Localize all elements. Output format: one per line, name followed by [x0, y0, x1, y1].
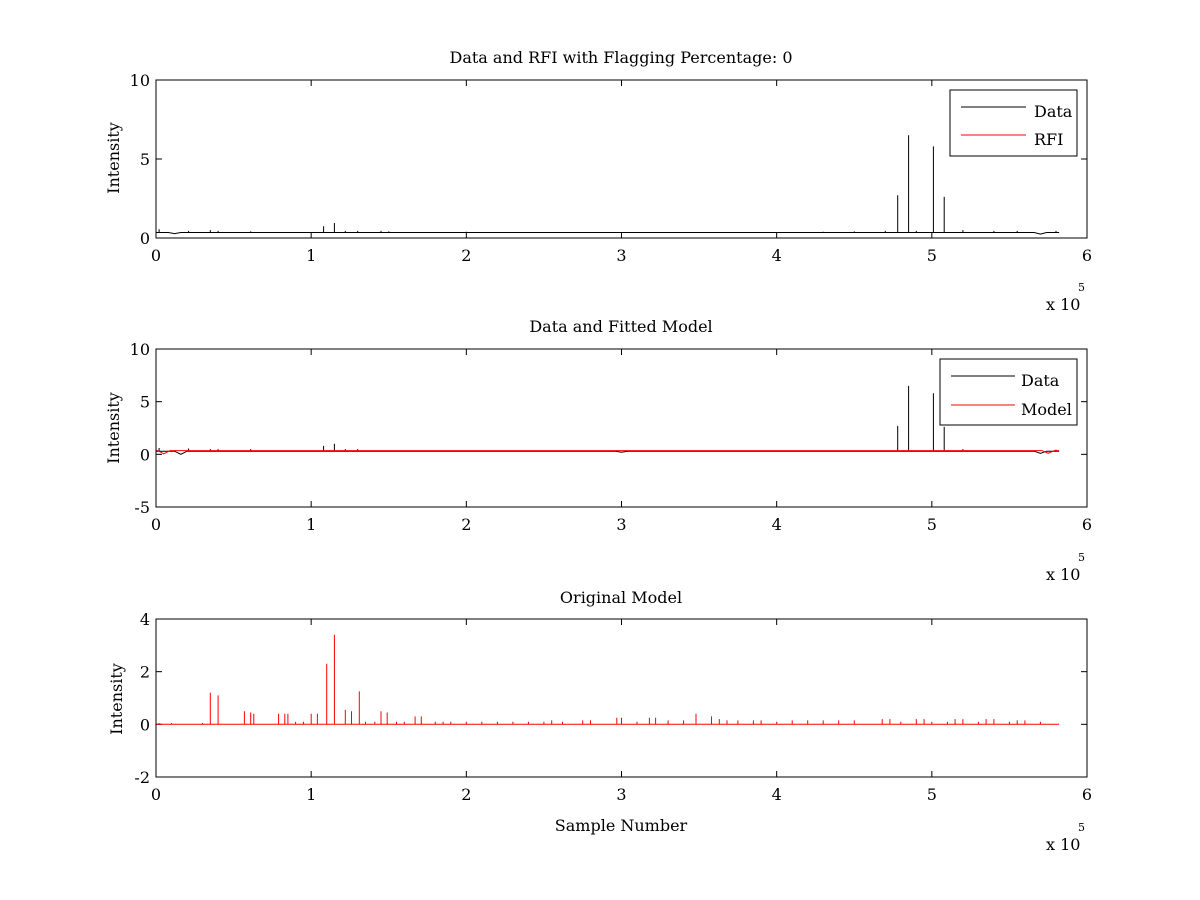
x-tick-label: 0: [151, 246, 161, 265]
legend-box: [949, 89, 1078, 157]
axes-frame: [155, 79, 1088, 239]
series-line-data: [156, 135, 1060, 235]
x-tick-label: 5: [927, 246, 937, 265]
legend-box: [939, 358, 1078, 426]
x-tick-label: 1: [306, 785, 316, 804]
panel-title: Original Model: [560, 588, 682, 607]
legend-label-rfi: RFI: [1034, 130, 1063, 149]
x-tick-label: 6: [1082, 515, 1092, 534]
x-tick-label: 6: [1082, 785, 1092, 804]
x-tick-label: 3: [616, 246, 626, 265]
y-tick-label: -5: [134, 498, 150, 517]
x-tick-label: 5: [927, 515, 937, 534]
axes-frame: [155, 618, 1088, 778]
x-multiplier-exponent: 5: [1078, 551, 1085, 564]
panel-title: Data and Fitted Model: [529, 317, 712, 336]
y-axis-label: Intensity: [104, 392, 123, 464]
y-tick-label: 0: [140, 715, 150, 734]
x-tick-label: 5: [927, 785, 937, 804]
plot-area: [156, 135, 1060, 235]
subplot-original-model: Original Model Intensity Sample Number 0…: [107, 588, 1092, 854]
x-tick-label: 2: [461, 785, 471, 804]
y-tick-label: 5: [140, 393, 150, 412]
x-tick-label: 0: [151, 785, 161, 804]
x-tick-label: 6: [1082, 246, 1092, 265]
x-multiplier-label: x 10: [1046, 565, 1080, 584]
x-tick-label: 3: [616, 785, 626, 804]
y-tick-label: 0: [140, 229, 150, 248]
x-multiplier-exponent: 5: [1078, 821, 1085, 834]
y-tick-label: 2: [140, 663, 150, 682]
x-multiplier-exponent: 5: [1078, 281, 1085, 294]
legend: Data Model: [939, 358, 1078, 426]
y-tick-label: 10: [130, 71, 150, 90]
x-multiplier-label: x 10: [1046, 835, 1080, 854]
subplot-data-and-rfi: Data and RFI with Flagging Percentage: 0…: [104, 48, 1092, 314]
series-line-series: [156, 634, 1060, 725]
x-tick-label: 1: [306, 515, 316, 534]
x-multiplier-label: x 10: [1046, 295, 1080, 314]
axes-frame: [155, 348, 1088, 508]
x-tick-label: 0: [151, 515, 161, 534]
legend-label-model: Model: [1021, 400, 1072, 419]
x-tick-label: 2: [461, 515, 471, 534]
series-line-data: [156, 385, 1060, 455]
x-axis-label: Sample Number: [555, 816, 688, 835]
legend: Data RFI: [949, 89, 1078, 157]
x-tick-label: 2: [461, 246, 471, 265]
subplot-data-and-fitted-model: Data and Fitted Model Intensity 0 1 2 3 4 5 6 -…: [104, 317, 1092, 584]
plot-area: [156, 634, 1060, 725]
y-axis-label: Intensity: [107, 663, 126, 735]
y-tick-label: -2: [134, 768, 150, 787]
y-tick-label: 0: [140, 445, 150, 464]
x-tick-label: 4: [772, 785, 782, 804]
legend-label-data: Data: [1034, 102, 1073, 121]
series-line-model: [156, 450, 1060, 455]
y-tick-label: 5: [140, 150, 150, 169]
plot-area: [156, 385, 1060, 455]
panel-title: Data and RFI with Flagging Percentage: 0: [449, 48, 792, 67]
x-tick-label: 4: [772, 246, 782, 265]
legend-label-data: Data: [1021, 371, 1060, 390]
y-axis-label: Intensity: [104, 122, 123, 194]
x-tick-label: 1: [306, 246, 316, 265]
x-tick-label: 3: [616, 515, 626, 534]
x-tick-label: 4: [772, 515, 782, 534]
y-tick-label: 4: [140, 610, 150, 629]
y-tick-label: 10: [130, 340, 150, 359]
